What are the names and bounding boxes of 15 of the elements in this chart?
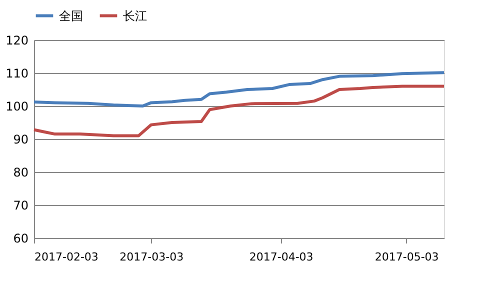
y-tick-label: 110 (6, 66, 28, 80)
y-tick-label: 90 (13, 132, 28, 146)
legend-label: 长江 (123, 8, 147, 23)
y-tick-label: 100 (6, 100, 28, 114)
line-series (32, 84, 446, 138)
line-series (32, 71, 446, 108)
x-tick-label: 2017-02-03 (34, 250, 98, 264)
x-tick-label: 2017-03-03 (120, 250, 184, 264)
y-tick-label: 80 (13, 166, 28, 180)
x-tick-label: 2017-05-03 (374, 250, 439, 264)
y-tick-label: 70 (13, 198, 28, 212)
y-tick-label: 60 (13, 232, 28, 246)
y-tick-label: 120 (6, 34, 28, 48)
x-tick-label: 2017-04-03 (249, 250, 314, 264)
legend-label: 全国 (59, 8, 83, 23)
